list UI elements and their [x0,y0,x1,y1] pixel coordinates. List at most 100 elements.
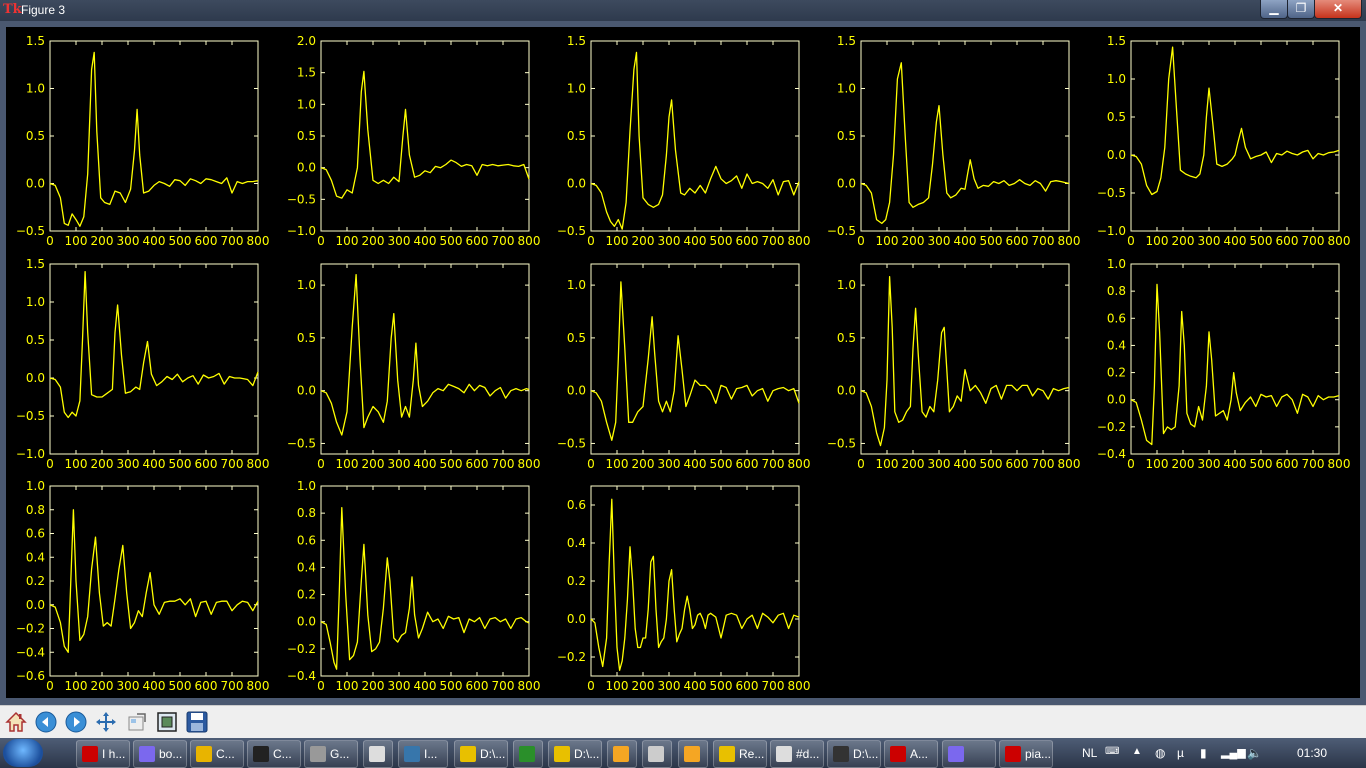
clock-time[interactable]: 01:30 [1297,746,1328,760]
y-tick-label: 0.2 [26,574,45,588]
taskbar-item[interactable] [607,740,637,768]
x-tick-label: 300 [388,457,411,471]
taskbar-item-label: #d... [796,747,820,761]
y-tick-label: 0.8 [297,506,316,520]
minimize-button[interactable]: ▁ [1260,0,1288,19]
forward-button[interactable] [63,709,89,735]
x-tick-label: 100 [606,234,629,248]
taskbar-item[interactable]: D:\... [827,740,881,768]
y-tick-label: 0.0 [837,177,856,191]
volume-icon[interactable]: 🔈 [1247,746,1262,760]
y-tick-label: −0.4 [1097,447,1126,461]
taskbar-item[interactable]: D:\... [454,740,508,768]
x-tick-label: 500 [710,457,733,471]
x-tick-label: 600 [195,457,218,471]
y-tick-label: −0.2 [16,622,45,636]
y-tick-label: 0.0 [837,384,856,398]
x-tick-label: 800 [518,457,541,471]
y-tick-label: 0.0 [1107,393,1126,407]
app-icon [1005,746,1021,762]
close-button[interactable]: ✕ [1314,0,1362,19]
x-tick-label: 0 [1127,457,1135,471]
start-button[interactable] [3,739,43,767]
taskbar-item[interactable] [942,740,996,768]
x-tick-label: 0 [46,457,54,471]
x-tick-label: 600 [736,234,759,248]
taskbar-item[interactable]: pia... [999,740,1053,768]
taskbar-item[interactable]: G... [304,740,358,768]
y-tick-label: 0.0 [26,371,45,385]
taskbar-item[interactable]: A... [884,740,938,768]
axes-frame [860,263,1070,455]
back-button[interactable] [33,709,59,735]
x-tick-label: 0 [317,234,325,248]
utorrent-icon[interactable]: µ [1177,746,1184,760]
y-tick-label: 0.5 [567,129,586,143]
x-tick-label: 600 [1006,457,1029,471]
pan-button[interactable] [93,709,119,735]
x-tick-label: 500 [710,234,733,248]
subplot-5: 0 100 200 300 400 500 600 700 800 1.5 1.0 0.5 0.0 −0.… [1097,34,1351,248]
y-tick-label: 1.5 [1107,34,1126,48]
x-tick-label: 200 [902,457,925,471]
maximize-button[interactable]: ❐ [1287,0,1315,19]
y-tick-label: 0.0 [26,598,45,612]
y-tick-label: 1.0 [297,278,316,292]
y-tick-label: 0.6 [297,533,316,547]
taskbar-item[interactable] [642,740,672,768]
y-tick-label: 1.0 [26,479,45,493]
taskbar-item[interactable]: I h... [76,740,130,768]
figure-canvas[interactable]: 0 100 200 300 400 500 600 700 800 1.5 1.0 0.5 0.0 −0.… [6,27,1360,698]
y-tick-label: 0.5 [837,331,856,345]
signal-icon[interactable]: ▂▄▆ [1221,747,1246,759]
taskbar-item[interactable]: bo... [133,740,187,768]
y-tick-label: 0.6 [567,498,586,512]
subplot-12: 0 100 200 300 400 500 600 700 800 1.0 0.8 0.6 0.4 0.2… [287,479,541,693]
app-icon [369,746,385,762]
y-tick-label: 1.0 [26,295,45,309]
taskbar-item[interactable] [678,740,708,768]
series-line-s5 [1130,46,1340,196]
taskbar-item[interactable]: C... [190,740,244,768]
subplots-button[interactable] [154,709,180,735]
keyboard-icon[interactable]: ⌨ [1105,746,1120,757]
x-tick-label: 500 [980,234,1003,248]
battery-icon[interactable]: ▮ [1200,746,1207,760]
y-tick-label: −0.5 [827,436,856,450]
taskbar-item[interactable]: #d... [770,740,824,768]
language-indicator[interactable]: NL [1082,746,1098,760]
axes-frame [320,40,530,232]
y-tick-label: −0.5 [287,192,316,206]
y-tick-label: −1.0 [16,447,45,461]
taskbar-item[interactable]: C... [247,740,301,768]
taskbar-item[interactable] [513,740,543,768]
x-tick-label: 800 [1328,457,1351,471]
y-tick-label: 0.2 [1107,366,1126,380]
save-button[interactable] [184,709,210,735]
x-tick-label: 200 [1172,457,1195,471]
y-tick-label: 0.6 [1107,311,1126,325]
x-tick-label: 400 [414,679,437,693]
y-tick-label: 0.5 [26,129,45,143]
y-tick-label: 1.0 [297,97,316,111]
home-button[interactable] [3,709,29,735]
x-tick-label: 300 [928,234,951,248]
taskbar-item[interactable]: I... [398,740,448,768]
taskbar-item[interactable]: Re... [713,740,767,768]
x-tick-label: 800 [247,679,270,693]
series-line-s1 [49,51,259,227]
x-tick-label: 800 [518,679,541,693]
x-tick-label: 700 [1302,234,1325,248]
x-tick-label: 200 [632,234,655,248]
zoom-button[interactable] [124,709,150,735]
x-tick-label: 300 [388,679,411,693]
taskbar-item[interactable]: D:\... [548,740,602,768]
show-hidden-icons-icon[interactable]: ▲ [1132,746,1142,757]
x-tick-label: 300 [117,679,140,693]
x-tick-label: 500 [1250,457,1273,471]
network-icon[interactable]: ◍ [1155,746,1166,760]
taskbar-item[interactable] [363,740,393,768]
axes-frame [860,40,1070,232]
x-tick-label: 500 [169,234,192,248]
y-tick-label: 1.5 [297,66,316,80]
